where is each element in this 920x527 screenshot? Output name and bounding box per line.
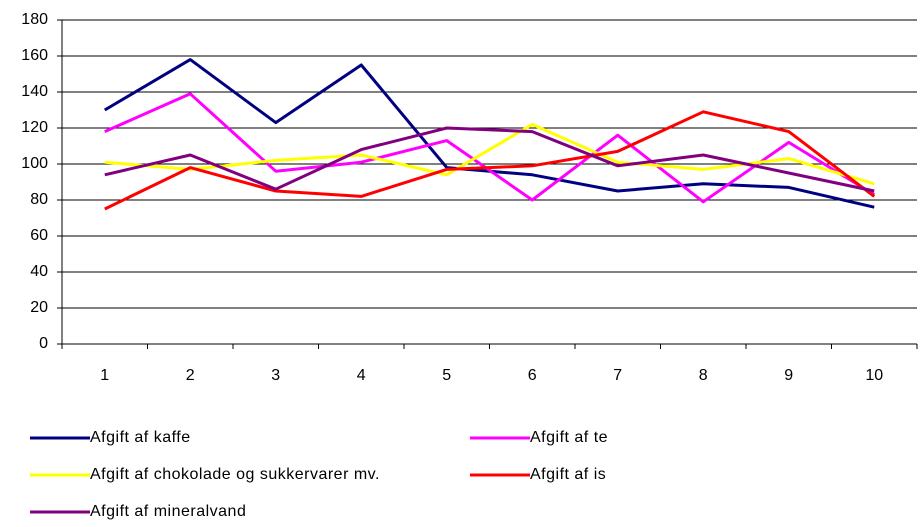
y-tick-label: 160 bbox=[21, 47, 48, 64]
x-tick-label: 10 bbox=[865, 367, 883, 384]
x-tick-label: 9 bbox=[784, 367, 793, 384]
series-line bbox=[104, 92, 876, 204]
x-tick-label: 7 bbox=[613, 367, 622, 384]
y-tick-label: 120 bbox=[21, 119, 48, 136]
x-tick-label: 1 bbox=[100, 367, 109, 384]
legend-label: Afgift af is bbox=[530, 466, 606, 483]
x-tick-label: 8 bbox=[699, 367, 708, 384]
x-tick-label: 2 bbox=[186, 367, 195, 384]
y-tick-label: 0 bbox=[39, 335, 48, 352]
y-tick-label: 20 bbox=[30, 299, 48, 316]
legend-label: Afgift af mineralvand bbox=[90, 503, 246, 520]
y-tick-label: 60 bbox=[30, 227, 48, 244]
y-tick-label: 100 bbox=[21, 155, 48, 172]
legend-label: Afgift af chokolade og sukkervarer mv. bbox=[90, 466, 380, 483]
y-tick-label: 180 bbox=[21, 11, 48, 28]
y-tick-label: 40 bbox=[30, 263, 48, 280]
series-line bbox=[104, 126, 875, 193]
x-tick-label: 4 bbox=[357, 367, 366, 384]
x-tick-label: 3 bbox=[271, 367, 280, 384]
series-line bbox=[104, 110, 876, 211]
legend-label: Afgift af kaffe bbox=[90, 429, 191, 446]
y-tick-label: 140 bbox=[21, 83, 48, 100]
x-tick-label: 6 bbox=[528, 367, 537, 384]
series-line bbox=[103, 58, 875, 209]
x-tick-label: 5 bbox=[442, 367, 451, 384]
y-tick-label: 80 bbox=[30, 191, 48, 208]
legend-label: Afgift af te bbox=[530, 429, 608, 446]
